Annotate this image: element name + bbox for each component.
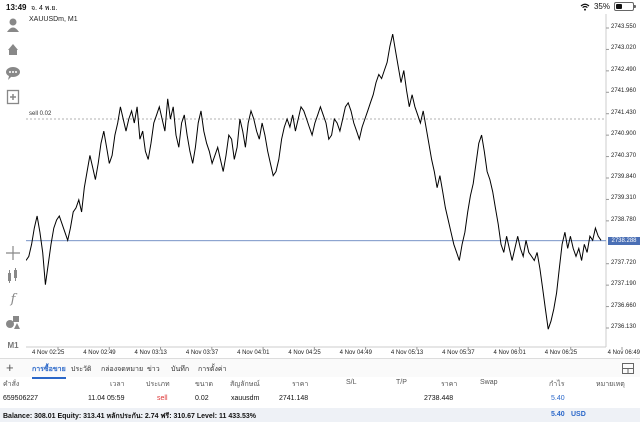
y-tick-label: 2743.550 [611, 24, 637, 30]
order-current-price: 2738.448 [424, 395, 454, 402]
col-symbol: สัญลักษณ์ [230, 381, 260, 388]
status-date: จ. 4 พ.ย. [31, 5, 58, 12]
price-chart[interactable]: XAUUSDm, M1 sell 0.02 2743.550 2743.020 27… [26, 14, 640, 358]
y-tick-label: 2741.960 [611, 88, 637, 95]
col-tp: T/P [396, 379, 407, 386]
position-row[interactable]: 659506227 11.04 05:59 sell 0.02 xauusdm … [0, 393, 640, 407]
status-bar: 13:49 จ. 4 พ.ย. 35% [0, 0, 640, 14]
x-tick-label: 4 Nov 06:25 [544, 350, 578, 356]
add-chart-icon[interactable] [4, 88, 22, 106]
balance-profit: 5.40 [551, 411, 565, 418]
wifi-icon [580, 3, 590, 11]
tab-history[interactable]: ประวัติ [71, 366, 92, 373]
x-tick-label: 4 Nov 05:13 [390, 350, 424, 356]
y-tick-label: 2743.020 [611, 45, 637, 52]
tab-news[interactable]: ข่าว [147, 366, 160, 373]
col-price: ราคา [292, 381, 309, 388]
add-order-button[interactable]: + [6, 360, 14, 375]
panel-layout-icon[interactable] [622, 363, 634, 374]
status-right: 35% [580, 2, 636, 11]
left-toolbar: f M1 [0, 14, 26, 358]
order-price: 2741.148 [279, 395, 309, 402]
col-type: ประเภท [146, 381, 170, 388]
chat-icon[interactable] [4, 64, 22, 82]
chart-symbol-label: XAUUSDm, M1 [29, 16, 78, 23]
y-tick-label: 2738.780 [611, 216, 637, 223]
order-type: sell [157, 395, 168, 402]
col-note: หมายเหตุ [596, 381, 625, 388]
col-time: เวลา [110, 381, 125, 388]
y-tick-label: 2740.370 [611, 152, 637, 159]
tab-mailbox[interactable]: กล่องจดหมาย [101, 366, 144, 373]
x-tick-label: 4 Nov 03:13 [134, 350, 167, 356]
battery-icon [614, 2, 636, 11]
tab-settings[interactable]: การตั้งค่า [198, 366, 227, 373]
account-icon[interactable] [4, 16, 22, 34]
y-tick-label: 2739.840 [611, 174, 637, 180]
y-tick-label: 2736.660 [611, 302, 637, 309]
y-tick-label: 2736.130 [611, 324, 637, 330]
current-price-badge: 2738.288 [608, 236, 640, 245]
order-line-label[interactable]: sell 0.02 [29, 110, 52, 117]
balance-currency: USD [571, 411, 586, 418]
col-profit: กำไร [549, 381, 565, 388]
order-time: 11.04 05:59 [88, 395, 125, 402]
balance-summary: Balance: 308.01 Equity: 313.41 หลักประกั… [3, 413, 256, 420]
order-symbol: xauusdm [231, 395, 260, 402]
y-tick-label: 2740.900 [611, 131, 637, 138]
x-tick-label: 4 Nov 04:25 [288, 350, 321, 356]
timeframe-button[interactable]: M1 [7, 340, 19, 350]
col-current-price: ราคา [441, 381, 458, 388]
order-id: 659506227 [3, 395, 39, 402]
battery-percent: 35% [593, 2, 610, 11]
order-profit: 5.40 [551, 395, 565, 402]
x-tick-label: 4 Nov 06:49 [607, 350, 640, 356]
y-tick-label: 2742.490 [611, 66, 637, 73]
status-time: 13:49 [6, 3, 27, 12]
chart-canvas[interactable] [26, 14, 640, 358]
balance-row: Balance: 308.01 Equity: 313.41 หลักประกั… [0, 408, 640, 422]
x-tick-label: 4 Nov 02:25 [32, 350, 65, 356]
x-tick-label: 4 Nov 06:01 [493, 350, 526, 356]
x-tick-label: 4 Nov 02:49 [83, 350, 116, 356]
col-size: ขนาด [195, 381, 214, 388]
toolbox-tabs: + การซื้อขาย ประวัติ กล่องจดหมาย ข่าว บั… [0, 358, 640, 379]
battery-fill [616, 4, 622, 9]
x-tick-label: 4 Nov 03:37 [185, 350, 219, 356]
x-tick-label: 4 Nov 04:01 [237, 350, 270, 356]
col-sl: S/L [346, 379, 357, 386]
tab-trade[interactable]: การซื้อขาย [32, 364, 66, 379]
price-series-line [26, 33, 602, 330]
y-tick-label: 2739.310 [611, 195, 637, 202]
y-tick-marks [606, 27, 609, 329]
crosshair-icon[interactable] [4, 244, 22, 262]
tab-journal[interactable]: บันทึก [171, 366, 190, 373]
y-tick-label: 2737.190 [611, 281, 637, 288]
trade-icon[interactable] [4, 40, 22, 58]
positions-table-header: คำสั่ง เวลา ประเภท ขนาด สัญลักษณ์ ราคา S… [0, 377, 640, 391]
order-size: 0.02 [195, 395, 209, 402]
y-tick-label: 2741.430 [611, 109, 637, 116]
y-tick-label: 2737.720 [611, 259, 637, 266]
x-tick-label: 4 Nov 05:37 [442, 350, 475, 356]
indicators-icon[interactable] [4, 267, 22, 285]
x-tick-label: 4 Nov 04:49 [339, 350, 372, 356]
x-tick-marks [57, 347, 623, 350]
function-icon[interactable]: f [10, 291, 16, 307]
col-swap: Swap [480, 379, 498, 386]
col-order: คำสั่ง [3, 381, 20, 388]
objects-icon[interactable] [4, 313, 22, 331]
